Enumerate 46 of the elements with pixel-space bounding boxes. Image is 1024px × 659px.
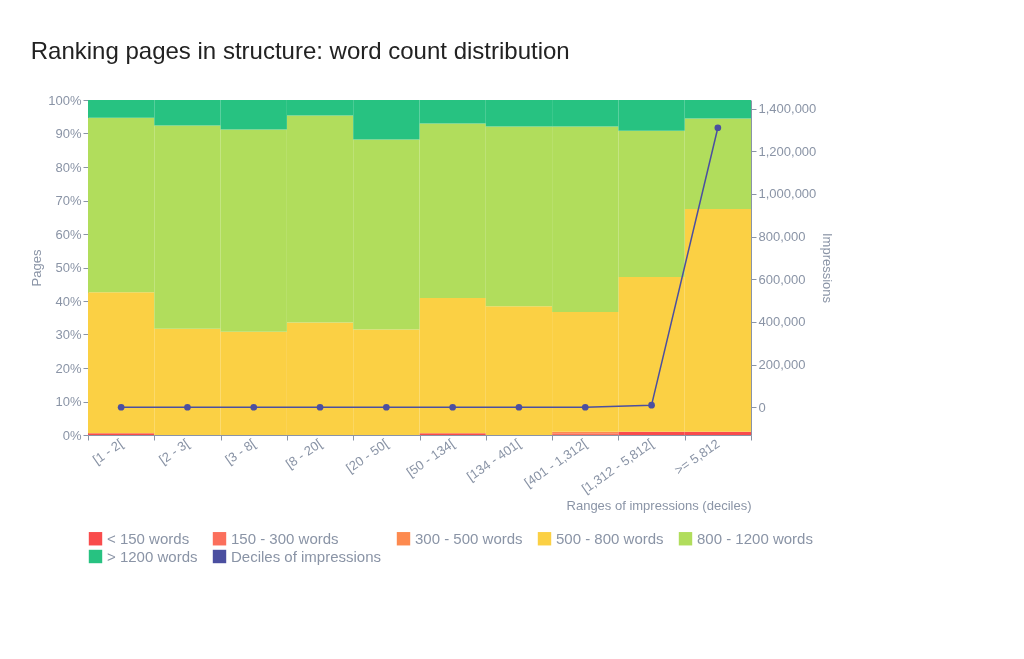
y-tick-label: 100%	[48, 92, 82, 108]
x-tick-label: [2 - 3[	[156, 435, 193, 468]
y-tick-label: 0%	[62, 427, 82, 443]
y2-tick-label: 800,000	[758, 229, 806, 245]
legend-label: Deciles of impressions	[231, 547, 382, 565]
y-tick-label: 90%	[55, 126, 82, 141]
point	[184, 403, 191, 411]
y-tick-label: 70%	[55, 193, 82, 208]
y-tick-label: 20%	[55, 360, 82, 376]
point	[250, 403, 258, 411]
y-tick-label: 40%	[55, 293, 82, 309]
y-tick-label: 50%	[55, 260, 82, 275]
x-tick-label: [3 - 8[	[222, 435, 259, 468]
y-tick-label: 10%	[55, 394, 82, 409]
legend-label: 500 - 800 words	[556, 529, 664, 547]
point	[515, 403, 523, 411]
chart-title: Ranking pages in structure: word count distribution	[30, 37, 570, 64]
y2-tick-label: 200,000	[758, 357, 806, 373]
y-tick-label: 60%	[55, 226, 82, 242]
point	[581, 403, 589, 411]
legend-label: 300 - 500 words	[415, 529, 523, 547]
x-tick-label: [1 - 2[	[89, 435, 126, 468]
x-tick-label: [8 - 20[	[282, 435, 325, 472]
point	[714, 124, 722, 132]
point	[316, 403, 324, 411]
y2-tick-label: 0	[758, 399, 766, 415]
y-axis-title: Pages	[29, 249, 45, 287]
legend-label: 800 - 1200 words	[697, 529, 813, 547]
y2-tick-label: 400,000	[758, 314, 806, 330]
point	[383, 403, 390, 411]
legend-label: 150 - 300 words	[231, 529, 339, 547]
legend-label: > 1200 words	[107, 547, 198, 565]
point	[648, 401, 655, 409]
y-tick-label: 80%	[55, 159, 82, 175]
point	[449, 403, 456, 411]
y2-tick-label: 1,200,000	[758, 143, 817, 159]
y2-tick-label: 1,000,000	[758, 186, 817, 202]
y2-tick-label: 1,400,000	[758, 101, 817, 117]
legend-label: < 150 words	[107, 529, 190, 547]
point	[117, 403, 125, 411]
y2-tick-label: 600,000	[758, 271, 806, 287]
y2-axis-title: Impressions	[820, 232, 836, 304]
y-tick-label: 30%	[55, 327, 82, 342]
x-axis-title: Ranges of impressions (deciles)	[566, 498, 752, 514]
x-tick-label: [20 - 50[	[343, 435, 392, 476]
x-tick-label: [50 - 134[	[403, 435, 458, 480]
